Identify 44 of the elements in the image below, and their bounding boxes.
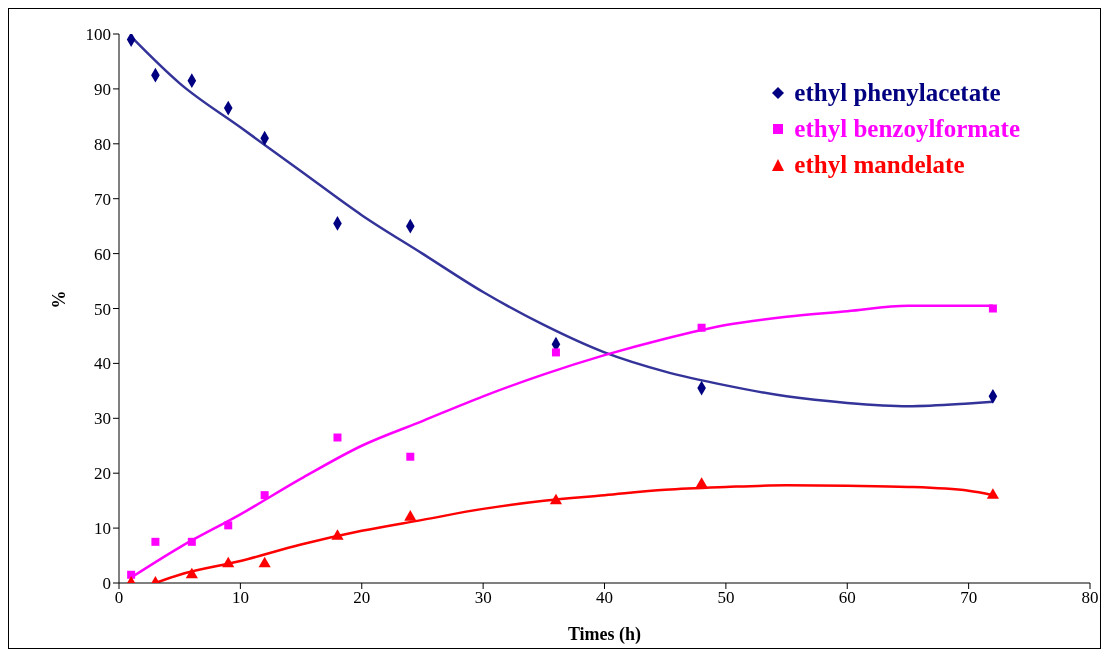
legend-label: ethyl mandelate — [793, 151, 966, 179]
y-tick-label: 0 — [102, 574, 111, 594]
point — [986, 488, 999, 499]
point — [224, 521, 233, 530]
point — [549, 493, 563, 505]
point — [695, 477, 708, 488]
point — [260, 491, 269, 500]
point — [126, 34, 136, 47]
x-tick-label: 80 — [1081, 588, 1099, 608]
x-tick-label: 50 — [717, 588, 735, 608]
point — [222, 556, 235, 568]
x-tick-label: 70 — [960, 588, 978, 608]
y-tick-label: 70 — [94, 189, 111, 209]
y-tick-label: 80 — [94, 134, 111, 154]
y-tick-label: 60 — [94, 244, 111, 264]
x-tick-label: 30 — [474, 588, 492, 608]
x-tick-label: 40 — [596, 588, 613, 608]
point — [988, 304, 997, 313]
x-tick-label: 0 — [114, 588, 124, 608]
y-axis-title: % — [49, 290, 70, 309]
point — [551, 348, 560, 357]
legend-label: ethyl benzoylformate — [793, 115, 1020, 143]
x-tick-label: 10 — [231, 588, 249, 608]
point — [127, 570, 136, 579]
y-tick-label: 30 — [94, 409, 111, 429]
point — [258, 556, 271, 568]
y-tick-label: 10 — [94, 519, 111, 539]
y-tick-label: 50 — [94, 299, 111, 319]
x-tick-label: 60 — [838, 588, 856, 608]
point — [187, 537, 196, 546]
x-axis-title: Times (h) — [567, 624, 642, 645]
point — [697, 323, 706, 332]
y-tick-label: 20 — [94, 464, 111, 484]
y-tick-label: 90 — [94, 79, 111, 99]
legend-label: ethyl phenylacetate — [793, 79, 1002, 107]
x-tick-label: 20 — [353, 588, 371, 608]
y-tick-label: 100 — [85, 25, 111, 45]
point — [406, 452, 415, 461]
point — [404, 510, 417, 521]
point — [331, 529, 344, 540]
point — [333, 433, 342, 442]
point — [151, 537, 160, 546]
y-tick-label: 40 — [94, 354, 111, 374]
point — [185, 567, 198, 579]
